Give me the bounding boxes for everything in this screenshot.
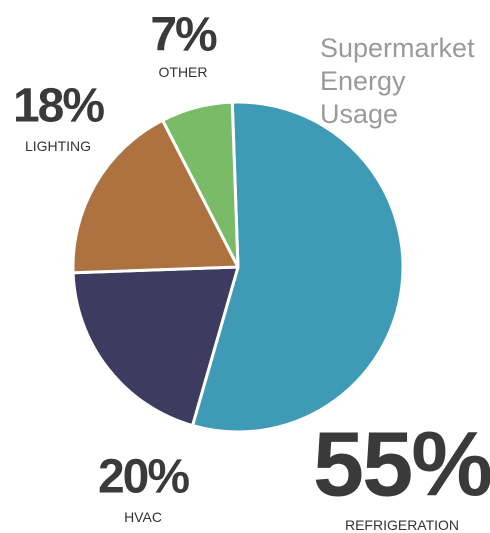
slice-value-label: 55% <box>312 413 490 516</box>
pie-slice <box>71 265 240 428</box>
pie-slice <box>191 100 405 434</box>
chart-title: Supermarket Energy Usage <box>320 33 475 129</box>
slice-value-label: 7% <box>150 8 217 62</box>
slice-value-label: 18% <box>12 79 105 133</box>
slice-category-label: REFRIGERATION <box>344 517 460 533</box>
slice-category-label: OTHER <box>158 64 208 80</box>
slice-value-label: 20% <box>97 450 190 504</box>
slice-category-label: HVAC <box>124 509 162 525</box>
pie-slice <box>161 100 240 269</box>
slice-category-label: LIGHTING <box>24 138 92 154</box>
pie-slice <box>71 118 240 275</box>
